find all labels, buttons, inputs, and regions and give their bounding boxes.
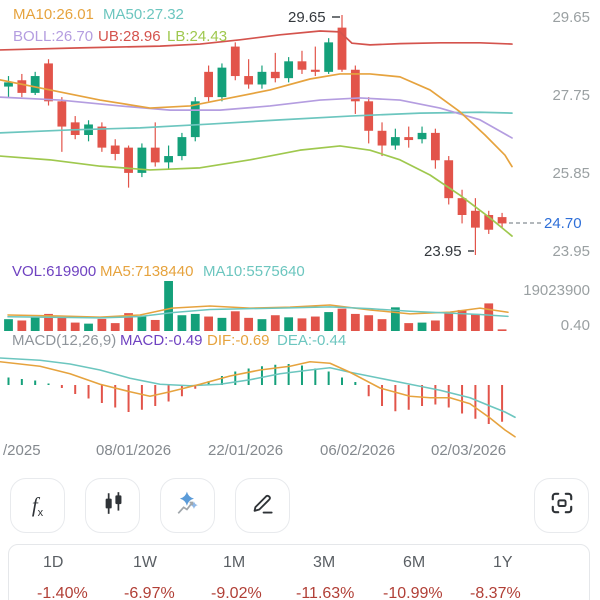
legend-macd-value: MACD:-0.49 bbox=[120, 332, 203, 349]
change-3m: -11.63% bbox=[296, 585, 355, 600]
low-price-annotation: 23.95 bbox=[424, 243, 462, 260]
legend-ma10: MA10:26.01 bbox=[13, 6, 94, 23]
legend-dif-value: DIF:-0.69 bbox=[207, 332, 270, 349]
price-axis-label: 25.85 bbox=[552, 165, 590, 182]
draw-button[interactable] bbox=[235, 478, 290, 533]
change-1m: -9.02% bbox=[211, 585, 262, 600]
chart-type-button[interactable] bbox=[85, 478, 140, 533]
change-6m: -10.99% bbox=[383, 585, 443, 600]
tab-1m[interactable]: 1M bbox=[223, 554, 246, 571]
legend-ma50: MA50:27.32 bbox=[103, 6, 184, 23]
date-axis-label: /2025 bbox=[3, 442, 41, 459]
price-axis-label: 27.75 bbox=[552, 87, 590, 104]
candlestick-icon bbox=[100, 490, 126, 521]
ai-sparkle-icon bbox=[175, 490, 201, 521]
period-selector-panel: 1D 1W 1M 3M 6M 1Y -1.40% -6.97% -9.02% -… bbox=[8, 544, 590, 600]
price-axis-label: 29.65 bbox=[552, 9, 590, 26]
change-1w: -6.97% bbox=[124, 585, 175, 600]
formula-button[interactable]: fx bbox=[10, 478, 65, 533]
legend-vol: VOL:619900 bbox=[12, 263, 97, 280]
price-axis-label: 23.95 bbox=[552, 243, 590, 260]
tab-6m[interactable]: 6M bbox=[403, 554, 426, 571]
legend-lb: LB:24.43 bbox=[167, 28, 228, 45]
tab-3m[interactable]: 3M bbox=[313, 554, 336, 571]
last-price-label: 24.70 bbox=[544, 215, 582, 232]
change-1d: -1.40% bbox=[37, 585, 88, 600]
date-axis-label: 08/01/2026 bbox=[96, 442, 172, 459]
legend-macd-params: MACD(12,26,9) bbox=[12, 332, 117, 349]
volume-axis-min: 0.40 bbox=[560, 317, 590, 334]
date-axis-label: 22/01/2026 bbox=[208, 442, 284, 459]
candlestick-chart[interactable] bbox=[0, 0, 600, 462]
legend-ub: UB:28.96 bbox=[98, 28, 161, 45]
fx-icon: fx bbox=[31, 492, 44, 519]
fullscreen-scan-icon bbox=[549, 490, 575, 521]
legend-vol-ma10: MA10:5575640 bbox=[203, 263, 305, 280]
tab-1d[interactable]: 1D bbox=[43, 554, 64, 571]
date-axis-label: 02/03/2026 bbox=[431, 442, 507, 459]
tab-1y[interactable]: 1Y bbox=[493, 554, 513, 571]
high-price-annotation: 29.65 bbox=[288, 9, 326, 26]
legend-boll: BOLL:26.70 bbox=[13, 28, 94, 45]
change-1y: -8.37% bbox=[470, 585, 521, 600]
tab-1w[interactable]: 1W bbox=[133, 554, 157, 571]
legend-dea-value: DEA:-0.44 bbox=[277, 332, 347, 349]
ai-assistant-button[interactable] bbox=[160, 478, 215, 533]
date-axis-label: 06/02/2026 bbox=[320, 442, 396, 459]
legend-vol-ma5: MA5:7138440 bbox=[100, 263, 194, 280]
pen-icon bbox=[250, 490, 276, 521]
volume-axis-max: 19023900 bbox=[523, 282, 590, 299]
fullscreen-button[interactable] bbox=[534, 478, 589, 533]
